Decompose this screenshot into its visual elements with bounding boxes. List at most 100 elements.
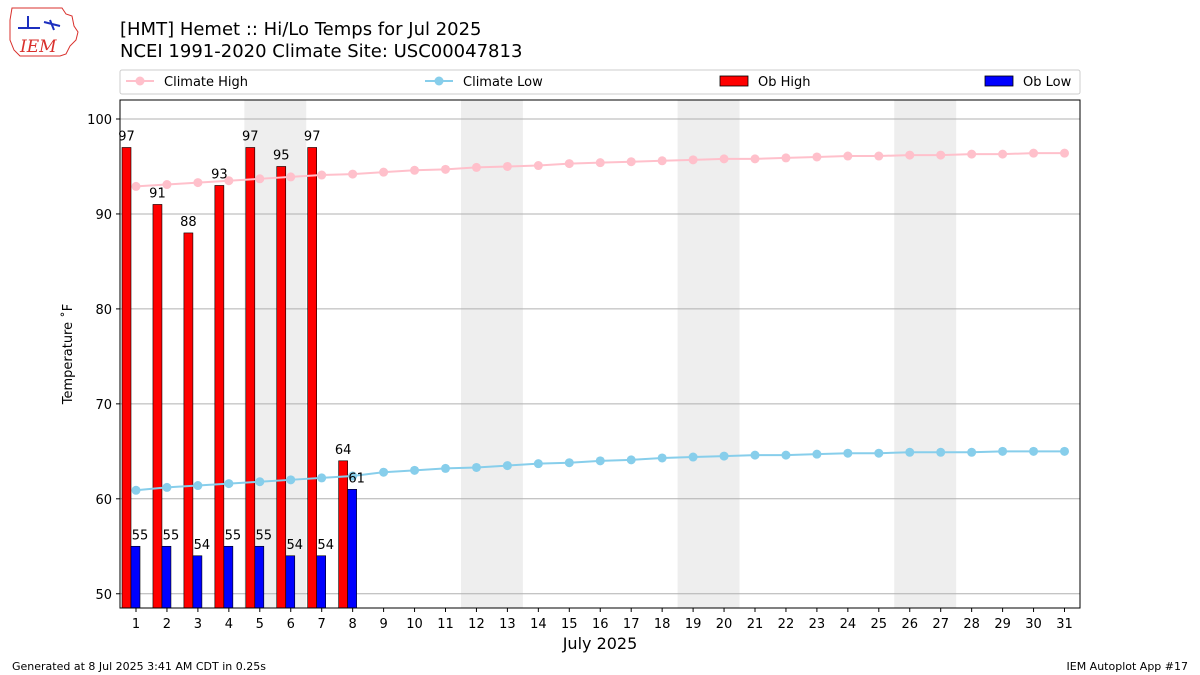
climate-high-point xyxy=(410,165,420,175)
ob-low-label: 54 xyxy=(286,538,303,553)
climate-high-point xyxy=(750,154,760,164)
ob-low-label: 55 xyxy=(132,528,149,543)
climate-low-point xyxy=(595,456,605,466)
climate-high-point xyxy=(936,150,946,160)
climate-low-point xyxy=(379,467,389,477)
climate-high-point xyxy=(626,157,636,167)
ob-high-bar xyxy=(276,166,287,609)
x-tick-label: 20 xyxy=(716,617,733,632)
climate-low-point xyxy=(502,461,512,471)
ob-low-label: 54 xyxy=(317,538,334,553)
climate-low-point xyxy=(471,462,481,472)
climate-high-point xyxy=(595,158,605,168)
ob-low-label: 55 xyxy=(163,528,180,543)
x-tick-label: 10 xyxy=(406,617,423,632)
footer-generated: Generated at 8 Jul 2025 3:41 AM CDT in 0… xyxy=(12,660,266,673)
climate-low-point xyxy=(905,447,915,457)
climate-high-point xyxy=(317,170,327,180)
climate-high-point xyxy=(812,152,822,162)
ob-low-bar xyxy=(347,489,357,609)
ob-low-bar xyxy=(285,555,296,609)
x-tick-label: 9 xyxy=(379,617,387,632)
x-tick-label: 13 xyxy=(499,617,516,632)
climate-high-point xyxy=(379,167,389,177)
ob-low-bar xyxy=(254,545,265,609)
ob-high-bar xyxy=(338,460,348,609)
climate-high-point xyxy=(348,169,358,179)
climate-low-point xyxy=(967,447,977,457)
climate-high-point xyxy=(162,180,172,190)
x-tick-label: 22 xyxy=(778,617,795,632)
logo-text: IEM xyxy=(19,37,57,57)
weekend-band xyxy=(460,100,523,608)
climate-low-point xyxy=(255,477,265,487)
ob-low-label: 55 xyxy=(225,528,242,543)
legend: Climate High Climate Low Ob High Ob Low xyxy=(119,69,1081,95)
x-tick-label: 23 xyxy=(809,617,826,632)
climate-high-point xyxy=(967,149,977,159)
ob-low-bar xyxy=(223,545,234,609)
climate-low-point xyxy=(131,485,141,495)
ob-high-label: 91 xyxy=(149,186,166,201)
climate-low-point xyxy=(348,471,358,481)
ob-low-label: 55 xyxy=(256,528,273,543)
ob-high-bar xyxy=(245,147,256,609)
x-tick-label: 29 xyxy=(994,617,1011,632)
climate-low-point xyxy=(936,447,946,457)
ob-high-bar xyxy=(121,147,132,609)
x-axis-label: July 2025 xyxy=(562,634,638,653)
x-tick-label: 24 xyxy=(840,617,857,632)
climate-low-point xyxy=(224,479,234,489)
climate-high-point xyxy=(688,155,698,165)
climate-low-point xyxy=(441,463,450,473)
x-tick-label: 30 xyxy=(1025,617,1042,632)
x-tick-label: 28 xyxy=(963,617,980,632)
y-tick-label: 50 xyxy=(95,588,112,603)
climate-high-point xyxy=(471,162,481,172)
legend-climate-low-label: Climate Low xyxy=(463,75,543,90)
climate-high-point xyxy=(564,159,574,169)
climate-low-point xyxy=(626,455,636,465)
climate-low-point xyxy=(193,481,203,491)
ob-high-label: 64 xyxy=(335,443,352,458)
ob-high-label: 88 xyxy=(180,215,197,230)
x-tick-label: 21 xyxy=(747,617,764,632)
ob-high-bar xyxy=(214,185,225,609)
x-tick-label: 31 xyxy=(1056,617,1073,632)
climate-low-point xyxy=(874,448,884,458)
legend-box xyxy=(119,69,1081,95)
climate-low-point xyxy=(781,450,791,460)
x-tick-label: 14 xyxy=(530,617,547,632)
climate-high-point xyxy=(905,150,915,160)
climate-low-point xyxy=(688,452,698,462)
x-tick-label: 27 xyxy=(932,617,949,632)
weekend-band xyxy=(894,100,957,608)
data-labels: 97 91 88 93 97 95 97 64 55 55 54 55 55 54 54 61 xyxy=(118,129,365,552)
footer-app: IEM Autoplot App #17 xyxy=(1067,660,1189,673)
x-tick-label: 8 xyxy=(349,617,357,632)
legend-ob-high-label: Ob High xyxy=(758,75,811,90)
weekend-shading xyxy=(244,100,957,608)
ob-low-label: 61 xyxy=(348,471,365,486)
climate-high-point xyxy=(533,161,543,171)
ob-high-bar xyxy=(307,147,318,609)
climate-high-point xyxy=(193,178,203,188)
climate-low-point xyxy=(998,446,1008,456)
climate-low-point xyxy=(1029,446,1039,456)
x-tick-label: 19 xyxy=(685,617,702,632)
legend-climate-high-label: Climate High xyxy=(164,75,248,90)
legend-ob-low-swatch xyxy=(984,75,1014,87)
climate-low-point xyxy=(1060,446,1069,456)
legend-ob-low-label: Ob Low xyxy=(1023,75,1072,90)
climate-high-point xyxy=(657,156,667,166)
climate-low-point xyxy=(533,459,543,469)
chart-subtitle: NCEI 1991-2020 Climate Site: USC00047813 xyxy=(120,41,522,62)
weekend-band xyxy=(677,100,740,608)
climate-low-point xyxy=(719,451,729,461)
y-tick-label: 60 xyxy=(95,493,112,508)
ob-high-bar xyxy=(152,204,163,609)
climate-lines xyxy=(131,148,1069,495)
climate-high-point xyxy=(286,172,296,182)
ob-high-label: 95 xyxy=(273,148,290,163)
